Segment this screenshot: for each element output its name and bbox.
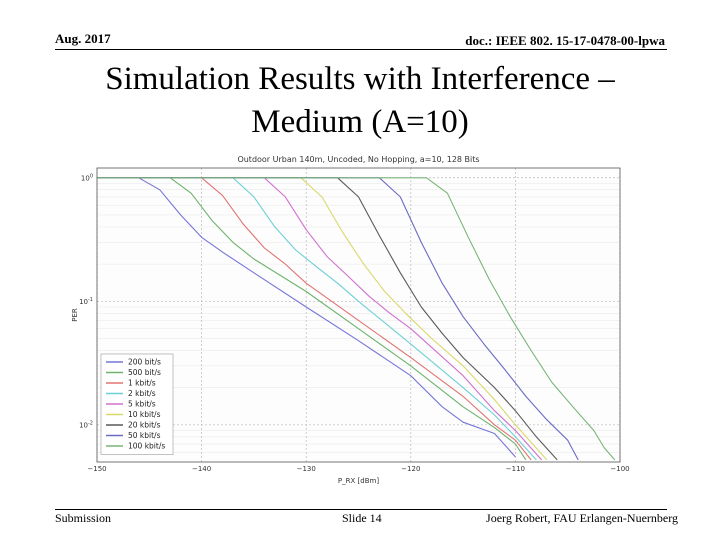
y-tick-label: 10-1 bbox=[79, 297, 93, 306]
series-line-5 bbox=[97, 177, 543, 461]
series-line-9 bbox=[97, 177, 616, 461]
x-tick-label: −100 bbox=[610, 465, 629, 473]
legend-label-9: 100 kbit/s bbox=[128, 442, 165, 451]
slide-title: Simulation Results with Interference – M… bbox=[40, 58, 680, 144]
footer-author: Joerg Robert, FAU Erlangen-Nuernberg bbox=[486, 511, 678, 525]
x-tick-label: −140 bbox=[192, 465, 211, 473]
header-doc-id: doc.: IEEE 802. 15-17-0478-00-lpwa bbox=[465, 33, 665, 48]
footer-slide-number: Slide 14 bbox=[342, 511, 382, 525]
series-line-8 bbox=[97, 177, 579, 461]
slide-title-line1: Simulation Results with Interference – bbox=[105, 61, 615, 97]
series-line-3 bbox=[97, 177, 532, 461]
series-line-6 bbox=[97, 177, 548, 461]
plot-frame bbox=[96, 167, 621, 463]
legend-label-3: 1 kbit/s bbox=[128, 379, 156, 388]
x-tick-label: −150 bbox=[87, 465, 106, 473]
y-tick-label: 10-2 bbox=[79, 420, 93, 429]
legend-label-1: 200 bit/s bbox=[128, 358, 161, 367]
series-line-1 bbox=[97, 177, 516, 458]
legend-label-4: 2 kbit/s bbox=[128, 389, 156, 398]
series-line-2 bbox=[97, 177, 527, 461]
series-line-4 bbox=[97, 177, 537, 461]
plot-area bbox=[97, 168, 620, 462]
x-axis-label: P_RX [dBm] bbox=[338, 477, 379, 485]
x-tick-label: −110 bbox=[506, 465, 525, 473]
footer-submission: Submission bbox=[55, 511, 112, 525]
slide-title-line2: Medium (A=10) bbox=[251, 104, 469, 140]
legend-label-2: 500 bit/s bbox=[128, 368, 161, 377]
per-chart: 100 10-1 10-2 −150 −140 −130 −120 −110 −100 Outdo… bbox=[65, 148, 645, 488]
y-axis-label: PER bbox=[71, 308, 79, 322]
series-line-7 bbox=[97, 177, 558, 461]
x-tick-label: −130 bbox=[297, 465, 316, 473]
header-divider bbox=[55, 49, 667, 50]
legend-label-5: 5 kbit/s bbox=[128, 400, 156, 409]
legend-label-6: 10 kbit/s bbox=[128, 410, 161, 419]
per-chart-svg: 100 10-1 10-2 −150 −140 −130 −120 −110 −100 Outdo… bbox=[71, 155, 630, 485]
x-tick-label: −120 bbox=[401, 465, 420, 473]
chart-title: Outdoor Urban 140m, Uncoded, No Hopping,… bbox=[237, 155, 479, 164]
y-tick-label: 100 bbox=[81, 173, 93, 182]
footer-divider bbox=[55, 509, 667, 510]
legend-label-7: 20 kbit/s bbox=[128, 421, 161, 430]
header-date: Aug. 2017 bbox=[55, 31, 111, 46]
legend-label-8: 50 kbit/s bbox=[128, 431, 161, 440]
